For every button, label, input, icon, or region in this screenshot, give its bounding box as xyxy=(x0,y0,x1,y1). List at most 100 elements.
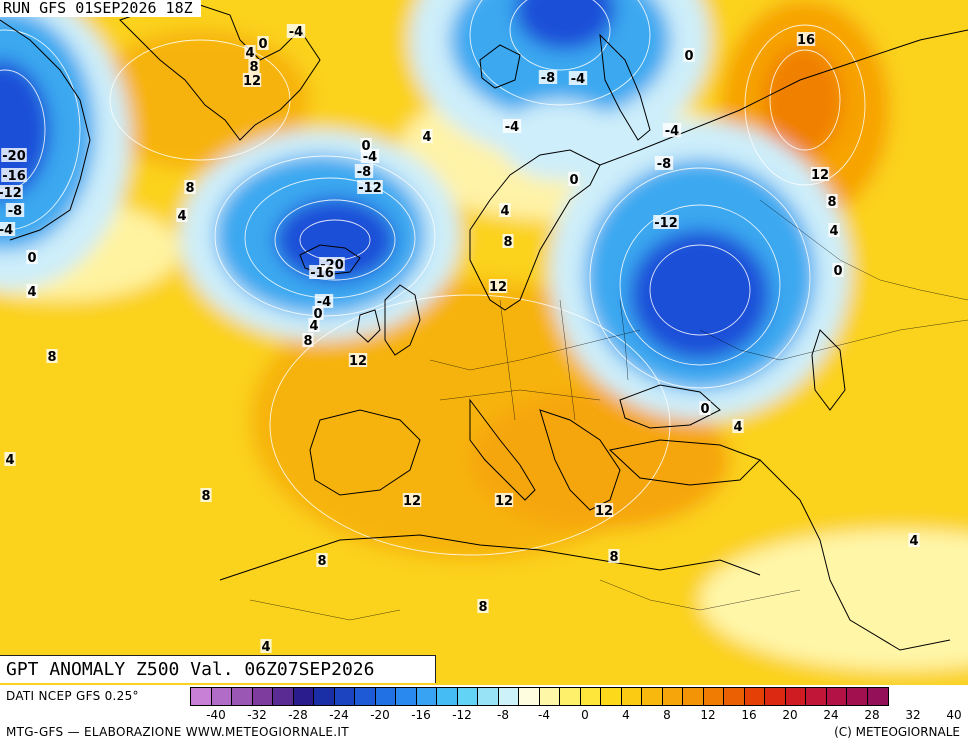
colorbar-swatch xyxy=(314,688,335,705)
colorbar-swatch xyxy=(580,688,601,705)
contour-label: -4 xyxy=(502,119,522,135)
contour-label: 4 xyxy=(908,533,920,549)
contour-label: 16 xyxy=(796,32,816,48)
colorbar-tick-label: -12 xyxy=(452,708,472,722)
colorbar-tick-label: 4 xyxy=(622,708,630,722)
colorbar-swatch xyxy=(683,688,704,705)
svg-text:-4: -4 xyxy=(665,124,679,139)
contour-label: -8 xyxy=(354,164,374,180)
contour-label: 8 xyxy=(302,333,314,349)
contour-label: 12 xyxy=(242,73,262,89)
svg-text:12: 12 xyxy=(595,504,613,519)
coast-svalbard xyxy=(479,44,521,89)
warm-high-ne-core xyxy=(763,45,843,155)
svg-text:8: 8 xyxy=(201,489,210,504)
contour-label: 0 xyxy=(312,306,324,322)
contour-label: -16 xyxy=(309,265,335,281)
anomaly-field xyxy=(0,0,968,685)
colorbar-swatch xyxy=(867,688,888,705)
colorbar-tick-label: -16 xyxy=(411,708,431,722)
coast-russia-north xyxy=(599,29,968,166)
colorbar-swatch xyxy=(232,688,253,705)
colorbar-swatch xyxy=(621,688,642,705)
contour-label: 0 xyxy=(568,172,580,188)
coast-novaya-zemlya xyxy=(599,33,651,141)
coast-british-isles xyxy=(384,284,421,356)
coast-scandinavia xyxy=(469,149,601,311)
colorbar-tick-label: 32 xyxy=(905,708,921,722)
contour-label: 8 xyxy=(316,553,328,569)
contour-label: -4 xyxy=(568,71,588,87)
colorbar-tick-label: -28 xyxy=(288,708,308,722)
coast-black-sea xyxy=(619,384,721,429)
svg-text:4: 4 xyxy=(909,534,918,549)
contour-label: 8 xyxy=(608,549,620,565)
colorbar-tick-label: 28 xyxy=(864,708,880,722)
colorbar-tick-label: -40 xyxy=(206,708,226,722)
colorbar-tick-label: -24 xyxy=(329,708,349,722)
colorbar-tick-label: 12 xyxy=(700,708,716,722)
svg-text:12: 12 xyxy=(349,354,367,369)
colorbar-swatch xyxy=(724,688,745,705)
contour-label: 4 xyxy=(244,45,256,61)
svg-text:4: 4 xyxy=(829,224,838,239)
contour-label: 8 xyxy=(826,194,838,210)
contour-label: -4 xyxy=(360,149,380,165)
contour-label: 12 xyxy=(488,279,508,295)
colorbar-swatch xyxy=(560,688,581,705)
svg-text:0: 0 xyxy=(833,264,842,279)
trough-north-scandinavia xyxy=(500,100,620,180)
colorbar-swatch xyxy=(539,688,560,705)
svg-text:4: 4 xyxy=(245,46,254,61)
run-label: RUN GFS 01SEP2026 18Z xyxy=(0,0,201,17)
coast-middle-east xyxy=(759,459,951,651)
svg-text:-4: -4 xyxy=(363,150,377,165)
coast-iceland xyxy=(299,244,361,276)
colorbar-swatch xyxy=(334,688,355,705)
contour-label: 4 xyxy=(499,203,511,219)
colorbar-swatch xyxy=(478,688,499,705)
svg-text:8: 8 xyxy=(249,60,258,75)
contour-label: -4 xyxy=(286,24,306,40)
svg-text:-12: -12 xyxy=(654,216,678,231)
contour-label: 12 xyxy=(494,493,514,509)
svg-text:0: 0 xyxy=(700,402,709,417)
svg-text:8: 8 xyxy=(185,181,194,196)
svg-text:4: 4 xyxy=(5,453,14,468)
svg-text:4: 4 xyxy=(422,130,431,145)
contour-label: 0 xyxy=(683,48,695,64)
svg-text:16: 16 xyxy=(797,33,815,48)
colorbar-swatch xyxy=(806,688,827,705)
svg-text:12: 12 xyxy=(489,280,507,295)
colorbar-swatch xyxy=(601,688,622,705)
svg-text:8: 8 xyxy=(317,554,326,569)
svg-text:8: 8 xyxy=(609,550,618,565)
svg-text:0: 0 xyxy=(569,173,578,188)
anomaly-map: 0 -4 4 8 12 -4 -8 0 16 -4 -4 4 -20 -16 -12 -8 -4 0 -4 -8 -12… xyxy=(0,0,968,685)
contour-label: 4 xyxy=(4,452,16,468)
contour-label: 0 xyxy=(26,250,38,266)
colorbar-tick-label: 24 xyxy=(823,708,839,722)
coastlines xyxy=(0,4,968,651)
colorbar-swatch xyxy=(355,688,376,705)
svg-text:4: 4 xyxy=(261,640,270,655)
svg-text:8: 8 xyxy=(503,235,512,250)
map-title: GPT ANOMALY Z500 Val. 06Z07SEP2026 xyxy=(0,655,436,683)
coast-italy xyxy=(469,398,536,501)
contour-label: -20 xyxy=(1,148,27,164)
coast-iberia xyxy=(309,409,421,496)
contour-label: -16 xyxy=(1,168,27,184)
colorbar-tick-label: 0 xyxy=(581,708,589,722)
svg-text:-4: -4 xyxy=(289,25,303,40)
colorbar-swatch xyxy=(191,688,212,705)
borders xyxy=(249,199,968,621)
trough-russia-core xyxy=(630,230,770,360)
colorbar-swatch xyxy=(826,688,847,705)
contour-label: 8 xyxy=(46,349,58,365)
colorbar-tick-label: 8 xyxy=(663,708,671,722)
svg-text:12: 12 xyxy=(811,168,829,183)
svg-text:12: 12 xyxy=(495,494,513,509)
colorbar-swatch xyxy=(519,688,540,705)
